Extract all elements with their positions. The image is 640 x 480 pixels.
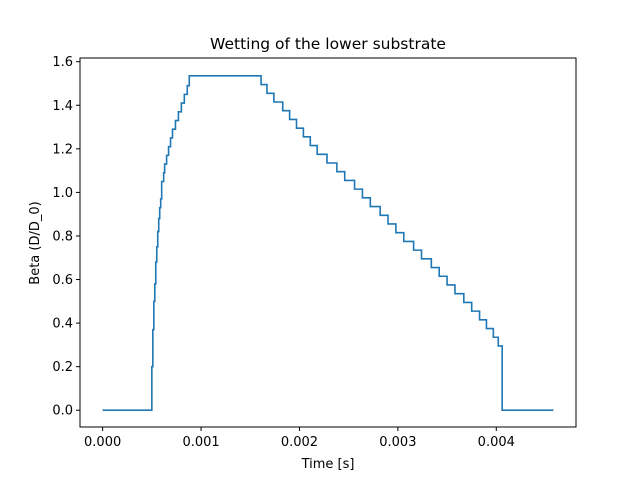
x-tick-label: 0.002 [281, 435, 318, 450]
y-tick-label: 1.2 [52, 142, 73, 157]
x-axis-label: Time [s] [301, 457, 355, 472]
y-tick-label: 0.4 [52, 317, 73, 332]
y-tick-label: 0.0 [52, 404, 73, 419]
x-tick-label: 0.000 [84, 435, 121, 450]
y-tick-label: 0.6 [52, 273, 73, 288]
series-line [102, 75, 554, 412]
y-tick-label: 1.0 [52, 186, 73, 201]
x-axis: 0.000 0.001 0.002 0.003 0.004 [84, 427, 515, 450]
plot-area [102, 75, 554, 412]
y-tick-label: 0.2 [52, 360, 73, 375]
x-tick-label: 0.004 [478, 435, 515, 450]
y-axis: 0.0 0.2 0.4 0.6 0.8 1.0 1.2 1.4 1.6 [52, 55, 80, 419]
chart-title: Wetting of the lower substrate [210, 35, 446, 53]
y-tick-label: 0.8 [52, 229, 73, 244]
y-tick-label: 1.6 [52, 55, 73, 70]
y-tick-label: 1.4 [52, 99, 73, 114]
x-tick-label: 0.003 [379, 435, 416, 450]
y-axis-label: Beta (D/D_0) [28, 201, 43, 284]
x-tick-label: 0.001 [182, 435, 219, 450]
axes-frame [79, 57, 577, 428]
